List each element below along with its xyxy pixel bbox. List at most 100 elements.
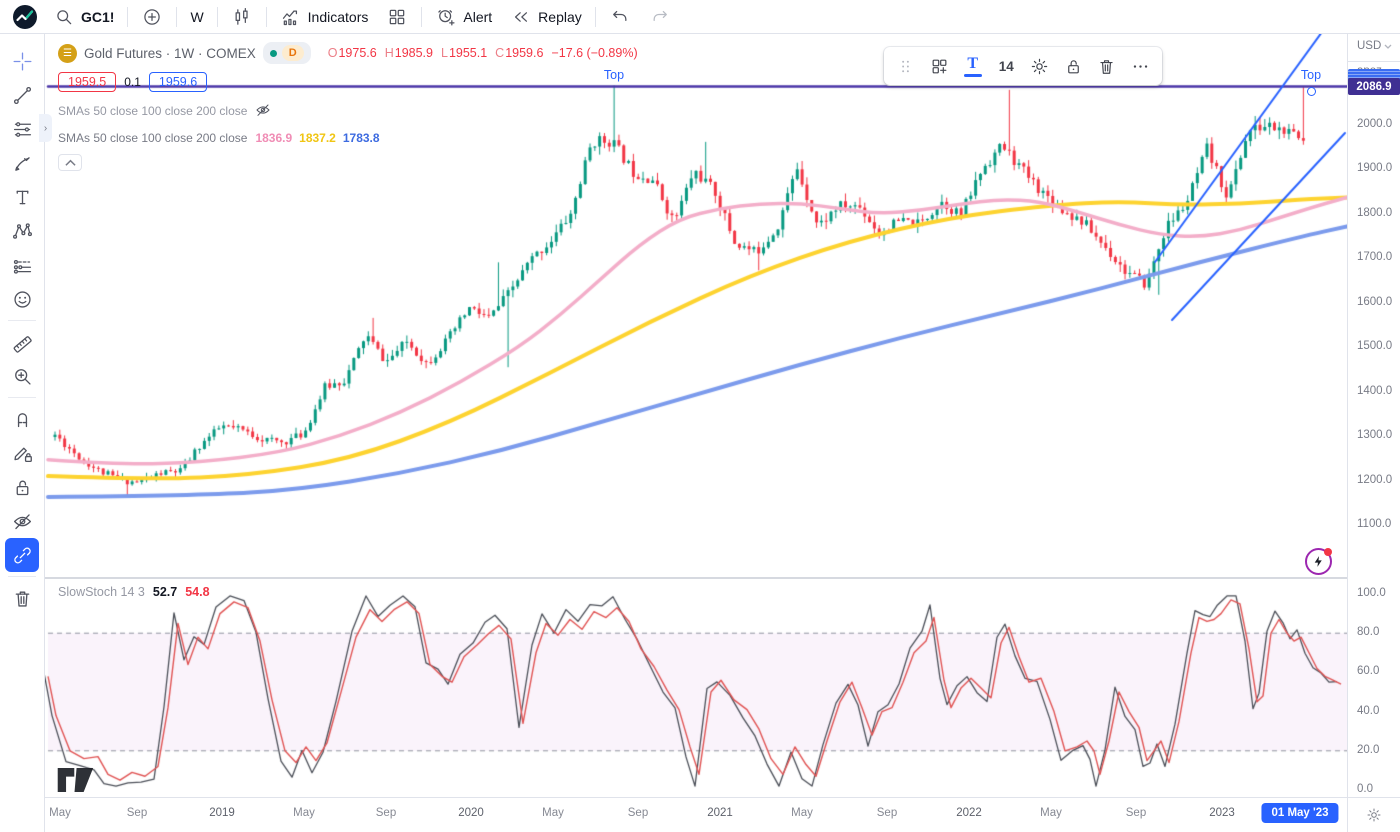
text-tool[interactable] <box>5 180 39 214</box>
delete-button[interactable] <box>1091 51 1123 81</box>
active-underline <box>963 74 982 77</box>
price-pane-chart[interactable] <box>45 34 1347 577</box>
remove-drawings[interactable] <box>5 581 39 615</box>
currency-unit-selector[interactable]: USD <box>1348 40 1400 52</box>
crosshair-icon <box>12 51 33 72</box>
ohlc-l-value: L1955.1 <box>440 46 488 60</box>
price-tick-label: 1300.0 <box>1357 429 1393 442</box>
trend-line-tool[interactable] <box>5 78 39 112</box>
axis-settings-corner[interactable] <box>1347 797 1400 832</box>
pattern-tool[interactable] <box>5 214 39 248</box>
time-axis[interactable]: May Sep 2019 May Sep 2020 May Sep 2021 May Sep 2022… <box>45 797 1347 832</box>
sma-study-hidden-label[interactable]: SMAs 50 close 100 close 200 close <box>58 103 248 118</box>
trend-line-icon <box>12 85 33 106</box>
time-tick-label: Sep <box>375 807 397 819</box>
gear-icon <box>1030 57 1049 76</box>
tradingview-watermark <box>57 768 95 797</box>
symbol-title[interactable]: Gold Futures · 1W · COMEX <box>84 45 256 61</box>
time-tick-label: May <box>1040 807 1062 819</box>
stoch-name[interactable]: SlowStoch 14 3 <box>58 585 145 599</box>
symbol-icon: ☰ <box>58 43 77 63</box>
spread-value: 0.1 <box>124 75 141 89</box>
data-mode-badge: D <box>281 45 304 61</box>
price-tick-label: 1100.0 <box>1357 518 1392 530</box>
emoji-tool[interactable] <box>5 282 39 316</box>
time-tick-label: 2023 <box>1209 807 1235 819</box>
flash-minds-button[interactable] <box>1305 548 1332 575</box>
zoom-in-tool[interactable] <box>5 359 39 393</box>
last-bar-date-badge[interactable]: 01 May '23 <box>1261 803 1339 823</box>
price-tick-label: 1600.0 <box>1357 295 1393 308</box>
time-tick-label: 2020 <box>458 807 484 819</box>
pattern-icon <box>12 221 33 242</box>
tradingview-logo[interactable] <box>8 3 42 31</box>
undo-button[interactable] <box>600 3 640 31</box>
toolbar-button-label: Alert <box>463 8 493 25</box>
redo-button[interactable] <box>640 3 680 31</box>
line-tools[interactable] <box>5 112 39 146</box>
sma100-value: 1837.2 <box>299 130 336 145</box>
toolbar-divider <box>8 397 36 398</box>
forecast-tool[interactable] <box>5 248 39 282</box>
drawing-toolbar <box>0 34 45 832</box>
alert-button[interactable]: Alert <box>426 3 501 31</box>
chart-type-button[interactable] <box>222 3 262 31</box>
magnet-tool[interactable] <box>5 402 39 436</box>
stochastic-pane-chart[interactable] <box>45 578 1347 797</box>
pane-divider[interactable] <box>45 577 1400 579</box>
redo-icon <box>649 6 671 28</box>
chart-legend: ☰ Gold Futures · 1W · COMEX D O1975.6 H19… <box>58 42 638 171</box>
layout-grid-button[interactable] <box>377 3 417 31</box>
font-size-button[interactable]: 14 <box>998 58 1014 74</box>
toolbar-divider <box>265 6 267 27</box>
toolbar-button-label: Indicators <box>307 8 369 25</box>
symbol-search-button[interactable]: GC1! <box>44 3 123 31</box>
time-tick-label: May <box>49 807 71 819</box>
time-tick-label: May <box>293 807 315 819</box>
change-value: −17.6 (−0.89%) <box>551 46 638 60</box>
indicators-button[interactable]: Indicators <box>271 3 378 31</box>
lock-button[interactable] <box>1058 51 1090 81</box>
settings-button[interactable] <box>1024 51 1056 81</box>
compare-add-button[interactable] <box>132 3 172 31</box>
lock-all-drawings[interactable] <box>5 470 39 504</box>
alert-icon <box>435 6 457 28</box>
drag-handle[interactable] <box>890 51 922 81</box>
ruler-icon <box>12 332 33 353</box>
stoch-k-value: 52.7 <box>152 585 178 599</box>
market-status-pill[interactable]: D <box>262 42 311 64</box>
market-open-dot <box>269 49 277 57</box>
drawing-toolbar-expand-chevron[interactable]: › <box>39 114 52 142</box>
hide-drawings[interactable] <box>5 504 39 538</box>
indicators-icon <box>280 6 302 28</box>
price-tick-label: 1400.0 <box>1357 384 1393 397</box>
sma-study-label[interactable]: SMAs 50 close 100 close 200 close <box>58 130 248 145</box>
replay-button[interactable]: Replay <box>501 3 591 31</box>
price-axis[interactable]: USD apoz 2086.9 2000.01900.01800.01700.0… <box>1347 34 1400 798</box>
axis-gear-icon[interactable] <box>1366 807 1382 823</box>
toolbar-button-label: GC1! <box>81 8 115 25</box>
price-tick-label: 2000.0 <box>1357 118 1393 130</box>
add-widget-button[interactable] <box>924 51 956 81</box>
measure-tool[interactable] <box>5 325 39 359</box>
top-annotation-label[interactable]: Top <box>1300 68 1322 83</box>
toolbar-divider <box>8 320 36 321</box>
price-tick-label: 1200.0 <box>1357 473 1393 486</box>
text-tool-button[interactable]: T <box>957 51 989 81</box>
bid-price-box[interactable]: 1959.5 <box>58 72 117 92</box>
more-button[interactable] <box>1125 51 1157 81</box>
crosshair-tool[interactable] <box>5 44 39 78</box>
legend-collapse-button[interactable] <box>58 154 82 171</box>
replay-icon <box>510 6 532 28</box>
interval-button[interactable]: W <box>181 3 212 31</box>
toolbar-divider <box>127 6 129 27</box>
eye-off-icon[interactable] <box>255 102 272 119</box>
top-annotation-anchor[interactable] <box>1306 87 1316 97</box>
top-annotation-label[interactable]: Top <box>603 68 625 83</box>
toolbar-divider <box>421 6 423 27</box>
sync-drawings[interactable] <box>5 538 39 572</box>
candles-icon <box>231 6 253 28</box>
brush-tool[interactable] <box>5 146 39 180</box>
drawing-lock-tool[interactable] <box>5 436 39 470</box>
ask-price-box[interactable]: 1959.6 <box>148 72 208 92</box>
